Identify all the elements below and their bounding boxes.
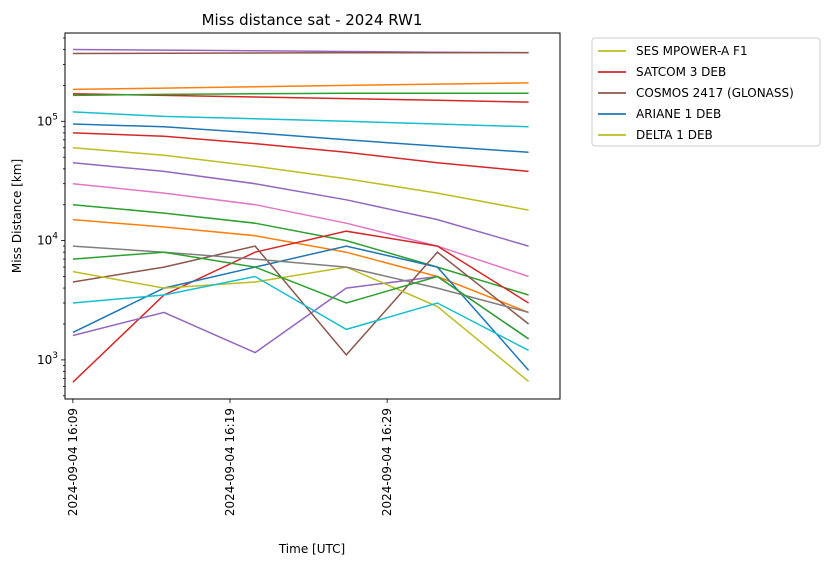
y-axis-ticks: 103 104 105 bbox=[37, 37, 65, 397]
plot-frame bbox=[64, 32, 561, 400]
x-axis-ticks: 2024-09-04 16:09 2024-09-04 16:19 2024-09-… bbox=[66, 399, 394, 516]
legend-label: COSMOS 2417 (GLONASS) bbox=[636, 86, 794, 100]
series-line-7 bbox=[72, 132, 529, 173]
series-line-12 bbox=[72, 218, 529, 314]
series-line-5 bbox=[72, 111, 529, 128]
series-line-2 bbox=[72, 82, 529, 91]
y-tick-label: 104 bbox=[37, 232, 58, 248]
series-line-8 bbox=[72, 147, 529, 211]
plot-area bbox=[72, 48, 530, 383]
series-line-16 bbox=[72, 245, 530, 357]
series-line-20 bbox=[72, 251, 530, 340]
x-tick-label: 2024-09-04 16:19 bbox=[223, 408, 237, 516]
x-axis-label: Time [UTC] bbox=[278, 542, 345, 556]
legend-frame bbox=[591, 37, 821, 147]
legend-label: ARIANE 1 DEB bbox=[636, 107, 721, 121]
legend-label: SATCOM 3 DEB bbox=[636, 65, 726, 79]
legend-label: DELTA 1 DEB bbox=[636, 128, 713, 142]
series-line-6 bbox=[72, 123, 529, 154]
x-tick-label: 2024-09-04 16:29 bbox=[380, 408, 394, 516]
series-line-15 bbox=[72, 245, 530, 371]
x-tick-label: 2024-09-04 16:09 bbox=[66, 408, 80, 516]
series-line-9 bbox=[72, 161, 529, 247]
series-line-17 bbox=[72, 266, 530, 382]
legend: SES MPOWER-A F1 SATCOM 3 DEB COSMOS 2417 (… bbox=[591, 37, 821, 147]
chart-title: Miss distance sat - 2024 RW1 bbox=[202, 11, 423, 29]
series-line-18 bbox=[72, 275, 529, 352]
legend-label: SES MPOWER-A F1 bbox=[636, 44, 748, 58]
series-line-19 bbox=[72, 245, 529, 314]
y-tick-label: 103 bbox=[37, 351, 58, 367]
series-line-11 bbox=[72, 203, 529, 296]
series-line-10 bbox=[72, 182, 529, 278]
series-line-1 bbox=[72, 51, 529, 55]
series-line-4 bbox=[72, 92, 529, 97]
y-tick-label: 105 bbox=[37, 112, 58, 128]
series-line-13 bbox=[72, 230, 529, 383]
y-axis-label: Miss Distance [km] bbox=[10, 159, 24, 273]
